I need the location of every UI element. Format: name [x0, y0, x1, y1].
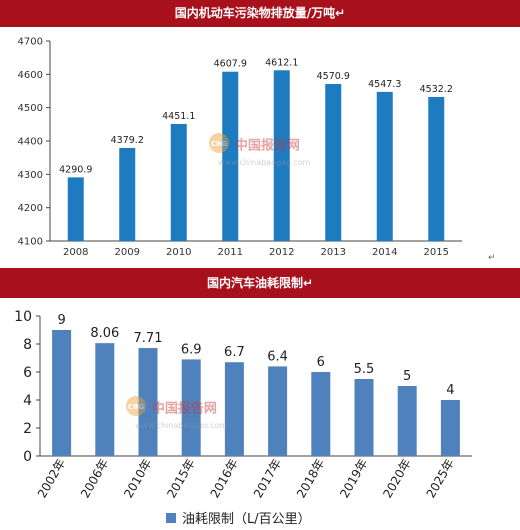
y-tick-label: 4700	[18, 37, 43, 48]
watermark-url: www.chinabaogao.com	[218, 157, 311, 167]
bar	[311, 372, 331, 456]
bar	[95, 343, 115, 456]
data-label: 6.9	[181, 342, 202, 357]
data-label: 5.5	[354, 362, 375, 377]
x-tick-label: 2010	[166, 247, 191, 258]
fuel-limit-bar-chart: 0 2 4 6 8 10 9 2002年 8.06 2006年 7.71 2010年 6.9 2015年 6…	[14, 309, 472, 527]
x-tick-label: 2017年	[251, 457, 284, 501]
y-tick-label: 4	[23, 393, 32, 409]
bar	[222, 71, 239, 241]
data-label: 4	[446, 383, 454, 398]
y-tick-label: 4600	[18, 70, 43, 81]
chart1-title-return-mark: ↵	[335, 6, 346, 20]
x-tick-label: 2019年	[337, 457, 370, 501]
bar	[325, 84, 342, 242]
watermark-url-2: www.chinabaogao.com	[135, 420, 228, 430]
bar	[428, 96, 445, 241]
y-tick-label: 8	[23, 337, 32, 353]
x-tick-label: 2016年	[208, 457, 241, 501]
y-tick-label: 0	[23, 449, 32, 465]
data-label: 9	[57, 313, 65, 328]
chart2-title-return-mark: ↵	[302, 276, 314, 290]
watermark-bottom: CBG 中国报告网 www.chinabaogao.com	[115, 395, 227, 430]
bar	[354, 379, 374, 456]
data-label: 8.06	[90, 326, 119, 341]
bar	[181, 359, 201, 456]
x-tick-label: 2008	[63, 247, 88, 258]
x-tick-label: 2012	[269, 247, 294, 258]
data-label: 4290.9	[59, 164, 92, 175]
bar	[119, 147, 136, 241]
x-tick-label: 2009	[115, 247, 140, 258]
chart1-end-return-mark: ↵	[488, 253, 496, 263]
cbg-logo-icon: CBG	[208, 132, 230, 159]
x-tick-label: 2013	[321, 247, 346, 258]
cbg-logo-icon-2: CBG	[125, 395, 147, 422]
x-tick-label: 2014	[372, 247, 397, 258]
data-label: 6	[317, 355, 325, 370]
watermark-brand: 中国报告网	[234, 138, 300, 154]
data-label: 4379.2	[111, 135, 144, 146]
y-tick-label: 6	[23, 365, 32, 381]
bar	[273, 70, 290, 241]
bar	[67, 177, 84, 241]
y-tick-label: 4400	[18, 137, 43, 148]
bar	[170, 123, 187, 241]
x-tick-label: 2025年	[424, 457, 457, 501]
x-tick-label: 2011	[218, 247, 243, 258]
chart2-title-banner: 国内汽车油耗限制↵	[0, 268, 520, 298]
data-label: 4532.2	[420, 84, 453, 95]
x-tick-label: 2015	[424, 247, 449, 258]
data-label: 4451.1	[162, 111, 195, 122]
chart2-title: 国内汽车油耗限制	[206, 276, 303, 290]
data-label: 4570.9	[317, 71, 350, 82]
data-label: 4612.1	[265, 57, 298, 68]
y-tick-label: 4500	[18, 103, 43, 114]
bar	[440, 400, 460, 456]
y-tick-label: 10	[14, 309, 32, 325]
x-tick-label: 2015年	[164, 457, 197, 501]
x-tick-label: 2020年	[380, 457, 413, 501]
data-label: 4547.3	[368, 79, 401, 90]
data-label: 4607.9	[214, 59, 247, 70]
bar	[52, 330, 72, 456]
cbg-badge-text-2: CBG	[128, 403, 144, 411]
x-tick-label: 2018年	[294, 457, 327, 501]
x-tick-label: 2002年	[35, 457, 68, 501]
watermark-brand-2: 中国报告网	[151, 401, 217, 417]
watermark-top: CBG 中国报告网 www.chinabaogao.com	[198, 132, 310, 167]
data-label: 6.7	[224, 345, 245, 360]
bar	[138, 348, 158, 456]
bar	[376, 91, 393, 242]
bar	[397, 386, 417, 456]
y-tick-label: 4300	[18, 170, 43, 181]
emission-bar-chart: 4100 4200 4300 4400 4500 4600 4700 4290.9 2008 43…	[18, 37, 496, 264]
chart1-title-banner: 国内机动车污染物排放量/万吨↵	[0, 0, 520, 27]
legend-swatch	[166, 513, 176, 523]
data-label: 5	[403, 369, 411, 384]
x-tick-label: 2010年	[121, 457, 154, 501]
bar	[268, 366, 288, 456]
y-tick-label: 4200	[18, 203, 43, 214]
data-label: 6.4	[267, 349, 288, 364]
legend-label: 油耗限制（L/百公里）	[182, 512, 311, 527]
y-tick-label: 4100	[18, 237, 43, 248]
cbg-badge-text: CBG	[211, 140, 227, 148]
bar	[224, 362, 244, 456]
data-label: 7.71	[134, 331, 163, 346]
chart1-title: 国内机动车污染物排放量/万吨	[174, 6, 336, 20]
x-tick-label: 2006年	[78, 457, 111, 501]
y-tick-label: 2	[23, 421, 32, 437]
